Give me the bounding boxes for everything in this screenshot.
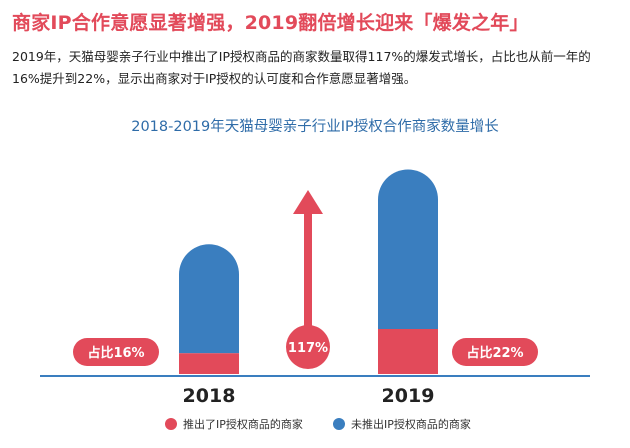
chart-title: 2018-2019年天猫母婴亲子行业IP授权合作商家数量增长 <box>131 119 499 135</box>
share-pill-2019 <box>452 338 538 366</box>
x-tick-2018: 2018 <box>183 385 236 407</box>
legend-item-without-ip: 未推出IP授权商品的商家 <box>333 416 471 432</box>
growth-label: 117% <box>288 341 328 356</box>
share-label-2018: 占比16% <box>87 345 144 361</box>
share-label-2019: 占比22% <box>466 345 523 361</box>
legend-label-without-ip: 未推出IP授权商品的商家 <box>351 418 471 431</box>
growth-arrow-head <box>293 190 323 214</box>
legend-label-with-ip: 推出了IP授权商品的商家 <box>183 418 303 431</box>
headline: 商家IP合作意愿显著增强，2019翻倍增长迎来「爆发之年」 <box>12 12 529 34</box>
legend-swatch-blue <box>333 418 345 430</box>
bar-without-ip-2018 <box>179 244 240 354</box>
legend-item-with-ip: 推出了IP授权商品的商家 <box>165 416 303 432</box>
legend-swatch-red <box>165 418 177 430</box>
bar-with-ip-2019 <box>378 328 438 374</box>
description: 2019年，天猫母婴亲子行业中推出了IP授权商品的商家数量取得117%的爆发式增… <box>12 49 591 86</box>
bar-with-ip-2018 <box>179 353 239 374</box>
bar-without-ip-2019 <box>378 169 438 329</box>
x-tick-2019: 2019 <box>382 385 435 407</box>
growth-circle <box>286 325 330 369</box>
share-pill-2018 <box>73 338 159 366</box>
